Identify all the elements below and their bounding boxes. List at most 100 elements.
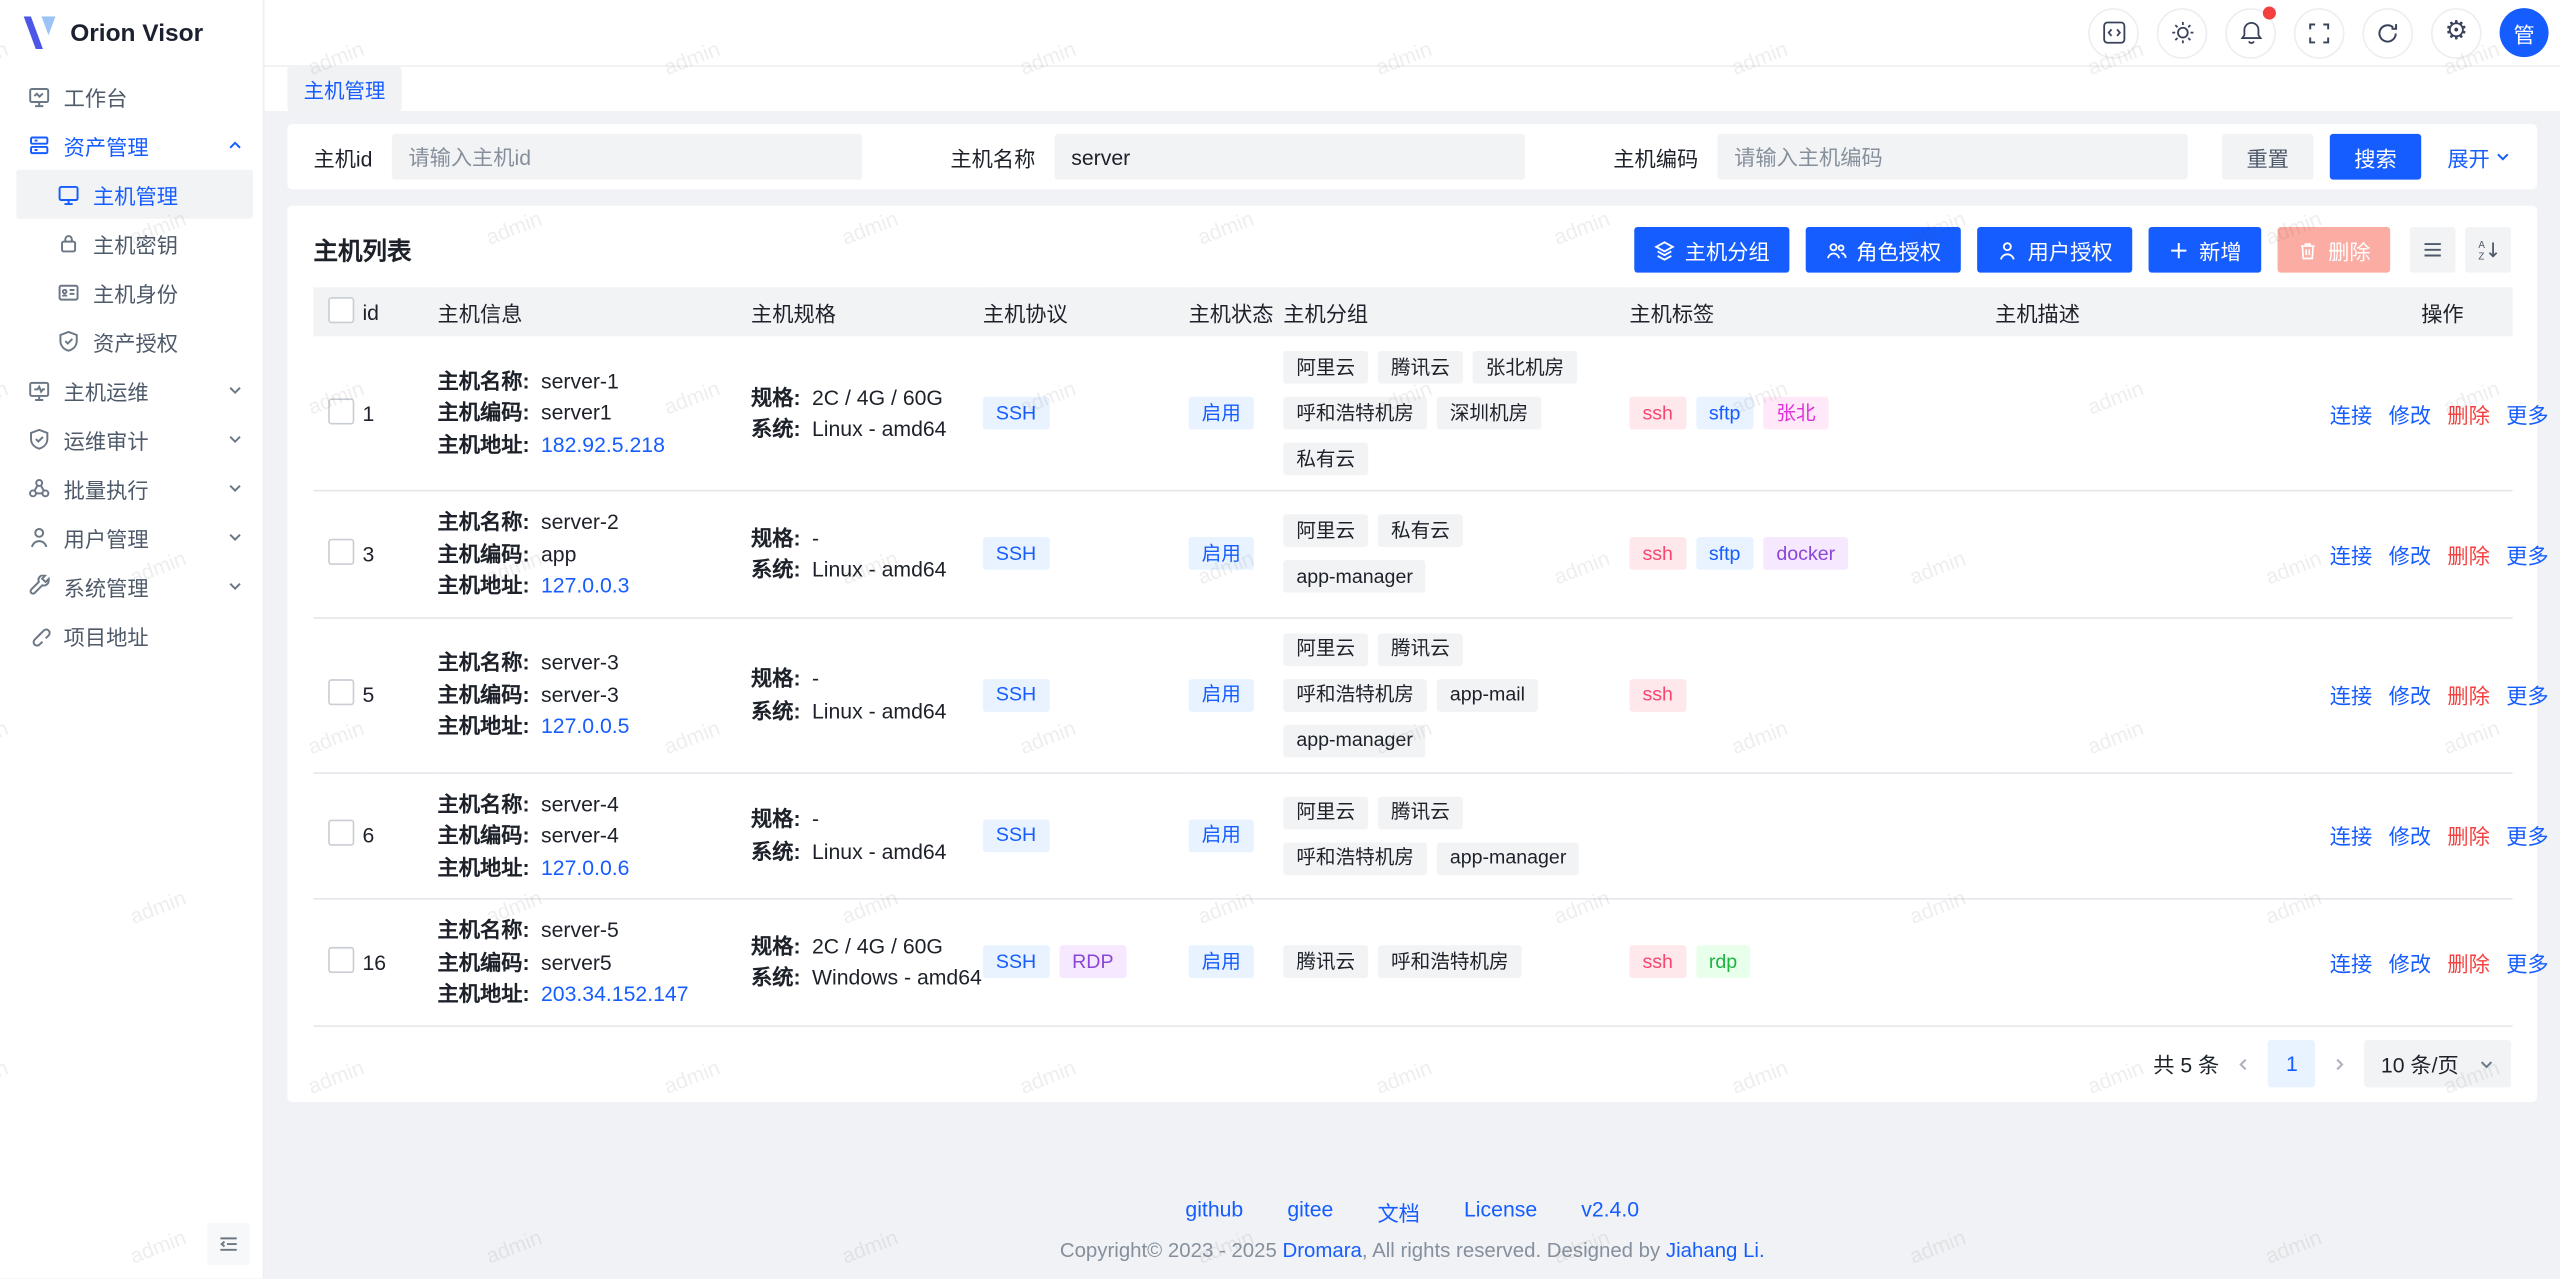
host-group-button[interactable]: 主机分组 (1634, 226, 1790, 273)
host-system: 系统: Windows - amd64 (751, 965, 982, 990)
row-action-delete[interactable]: 删除 (2447, 402, 2490, 427)
notification-button[interactable] (2225, 5, 2276, 58)
host-address-link[interactable]: 127.0.0.5 (540, 713, 630, 739)
delete-button[interactable]: 删除 (2277, 226, 2391, 273)
select-all-checkbox[interactable] (328, 296, 355, 323)
page-size-select[interactable]: 10 条/页 (2364, 1039, 2512, 1088)
sidebar-item-host-management[interactable]: 主机管理 (16, 169, 254, 219)
row-action-connect[interactable]: 连接 (2329, 543, 2373, 568)
host-icon (58, 185, 79, 206)
group-tag: 张北机房 (1472, 351, 1578, 384)
row-action-edit[interactable]: 修改 (2388, 684, 2432, 709)
host-address-link[interactable]: 127.0.0.6 (540, 854, 630, 880)
host-id-input[interactable] (392, 133, 863, 180)
host-id: 6 (362, 772, 438, 900)
row-action-edit[interactable]: 修改 (2388, 824, 2432, 850)
sidebar-item-asset-grant[interactable]: 资产授权 (16, 317, 253, 366)
copyright-author-link[interactable]: Jiahang Li. (1665, 1239, 1765, 1263)
sidebar-item-user-management[interactable]: 用户管理 (16, 513, 253, 562)
row-action-connect[interactable]: 连接 (2329, 684, 2373, 709)
row-action-more[interactable]: 更多 (2506, 543, 2549, 568)
row-action-connect[interactable]: 连接 (2329, 951, 2373, 976)
sidebar-item-host-ops[interactable]: 主机运维 (16, 366, 253, 415)
chevron-left-icon (2239, 1058, 2247, 1070)
next-page-button[interactable] (2332, 1056, 2348, 1072)
code-button[interactable] (2088, 7, 2139, 58)
prev-page-button[interactable] (2236, 1056, 2252, 1072)
footer-link-github[interactable]: github (1185, 1197, 1244, 1222)
row-action-connect[interactable]: 连接 (2329, 824, 2373, 850)
expand-toggle[interactable]: 展开 (2447, 141, 2511, 172)
sidebar-item-system-management[interactable]: 系统管理 (16, 562, 253, 611)
user-icon (2000, 241, 2015, 259)
host-id: 1 (362, 336, 438, 492)
theme-button[interactable] (2156, 7, 2208, 58)
identity-icon (58, 284, 79, 301)
row-checkbox[interactable] (328, 538, 355, 565)
search-field-host-id: 主机id (313, 133, 863, 180)
host-address-link[interactable]: 127.0.0.3 (540, 573, 630, 598)
row-checkbox[interactable] (328, 819, 355, 847)
host-name-input[interactable] (1054, 133, 1526, 180)
footer: github gitee 文档 License v2.4.0 Copyright… (287, 1178, 2537, 1279)
sidebar-item-label: 项目地址 (63, 624, 149, 649)
row-action-connect[interactable]: 连接 (2329, 402, 2373, 427)
row-checkbox[interactable] (328, 679, 355, 706)
fullscreen-button[interactable] (2293, 7, 2345, 58)
host-name: 主机名称: server-3 (437, 650, 619, 675)
footer-link-docs[interactable]: 文档 (1377, 1202, 1420, 1227)
host-code-input[interactable] (1717, 133, 2189, 180)
column-list-button[interactable] (2409, 226, 2456, 273)
row-action-edit[interactable]: 修改 (2388, 543, 2432, 568)
row-action-more[interactable]: 更多 (2506, 402, 2549, 427)
theme-icon (2171, 22, 2193, 44)
host-description (1995, 772, 2314, 900)
group-tag: 私有云 (1377, 514, 1463, 548)
row-checkbox[interactable] (328, 397, 355, 424)
sidebar-item-assets[interactable]: 资产管理 (16, 121, 253, 170)
sidebar-item-workbench[interactable]: 工作台 (16, 72, 253, 121)
footer-link-version[interactable]: v2.4.0 (1581, 1197, 1640, 1222)
row-action-more[interactable]: 更多 (2506, 684, 2549, 709)
sidebar-item-host-identity[interactable]: 主机身份 (16, 268, 253, 317)
row-action-delete[interactable]: 删除 (2447, 543, 2490, 568)
sidebar-item-batch-exec[interactable]: 批量执行 (16, 464, 253, 513)
status-tag: 启用 (1188, 819, 1254, 852)
reset-button[interactable]: 重置 (2221, 133, 2314, 180)
sidebar-item-label: 主机运维 (63, 379, 149, 405)
row-action-more[interactable]: 更多 (2506, 951, 2549, 976)
row-action-edit[interactable]: 修改 (2388, 951, 2432, 976)
row-action-edit[interactable]: 修改 (2388, 402, 2432, 427)
host-tag: docker (1763, 537, 1849, 571)
sidebar-item-host-keys[interactable]: 主机密钥 (16, 219, 253, 268)
column-header-spec: 主机规格 (751, 287, 983, 337)
host-address-link[interactable]: 203.34.152.147 (540, 981, 689, 1006)
copyright-org-link[interactable]: Dromara (1282, 1239, 1362, 1263)
host-address-link[interactable]: 182.92.5.218 (540, 432, 665, 457)
column-header-group: 主机分组 (1283, 287, 1630, 337)
row-action-delete[interactable]: 删除 (2447, 951, 2490, 976)
row-action-delete[interactable]: 删除 (2447, 824, 2490, 850)
search-button[interactable]: 搜索 (2329, 133, 2422, 180)
tab-host-management[interactable]: 主机管理 (287, 66, 402, 112)
add-button[interactable]: 新增 (2148, 226, 2262, 273)
host-spec: 规格: - (751, 525, 820, 550)
sidebar-item-ops-audit[interactable]: 运维审计 (16, 415, 253, 464)
row-checkbox[interactable] (328, 946, 355, 973)
footer-link-gitee[interactable]: gitee (1287, 1197, 1334, 1222)
column-header-id: id (362, 287, 438, 337)
sidebar-item-project-url[interactable]: 项目地址 (16, 611, 253, 660)
settings-button[interactable]: ⚙ (2431, 7, 2482, 58)
page-number[interactable]: 1 (2268, 1039, 2316, 1088)
role-grant-button[interactable]: 角色授权 (1805, 226, 1961, 273)
row-action-delete[interactable]: 删除 (2447, 684, 2490, 709)
user-grant-button[interactable]: 用户授权 (1977, 226, 2133, 273)
avatar[interactable]: 管 (2499, 8, 2549, 58)
audit-icon (30, 428, 49, 450)
sidebar-collapse-button[interactable] (207, 1223, 250, 1266)
footer-link-license[interactable]: License (1464, 1197, 1538, 1222)
svg-text:Z: Z (2478, 252, 2484, 262)
row-action-more[interactable]: 更多 (2506, 824, 2549, 850)
refresh-button[interactable] (2362, 7, 2414, 58)
